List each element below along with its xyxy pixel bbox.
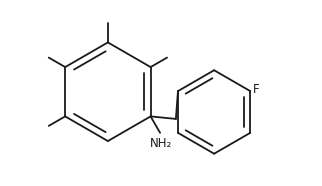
Text: F: F — [253, 83, 260, 96]
Text: NH₂: NH₂ — [150, 137, 173, 150]
